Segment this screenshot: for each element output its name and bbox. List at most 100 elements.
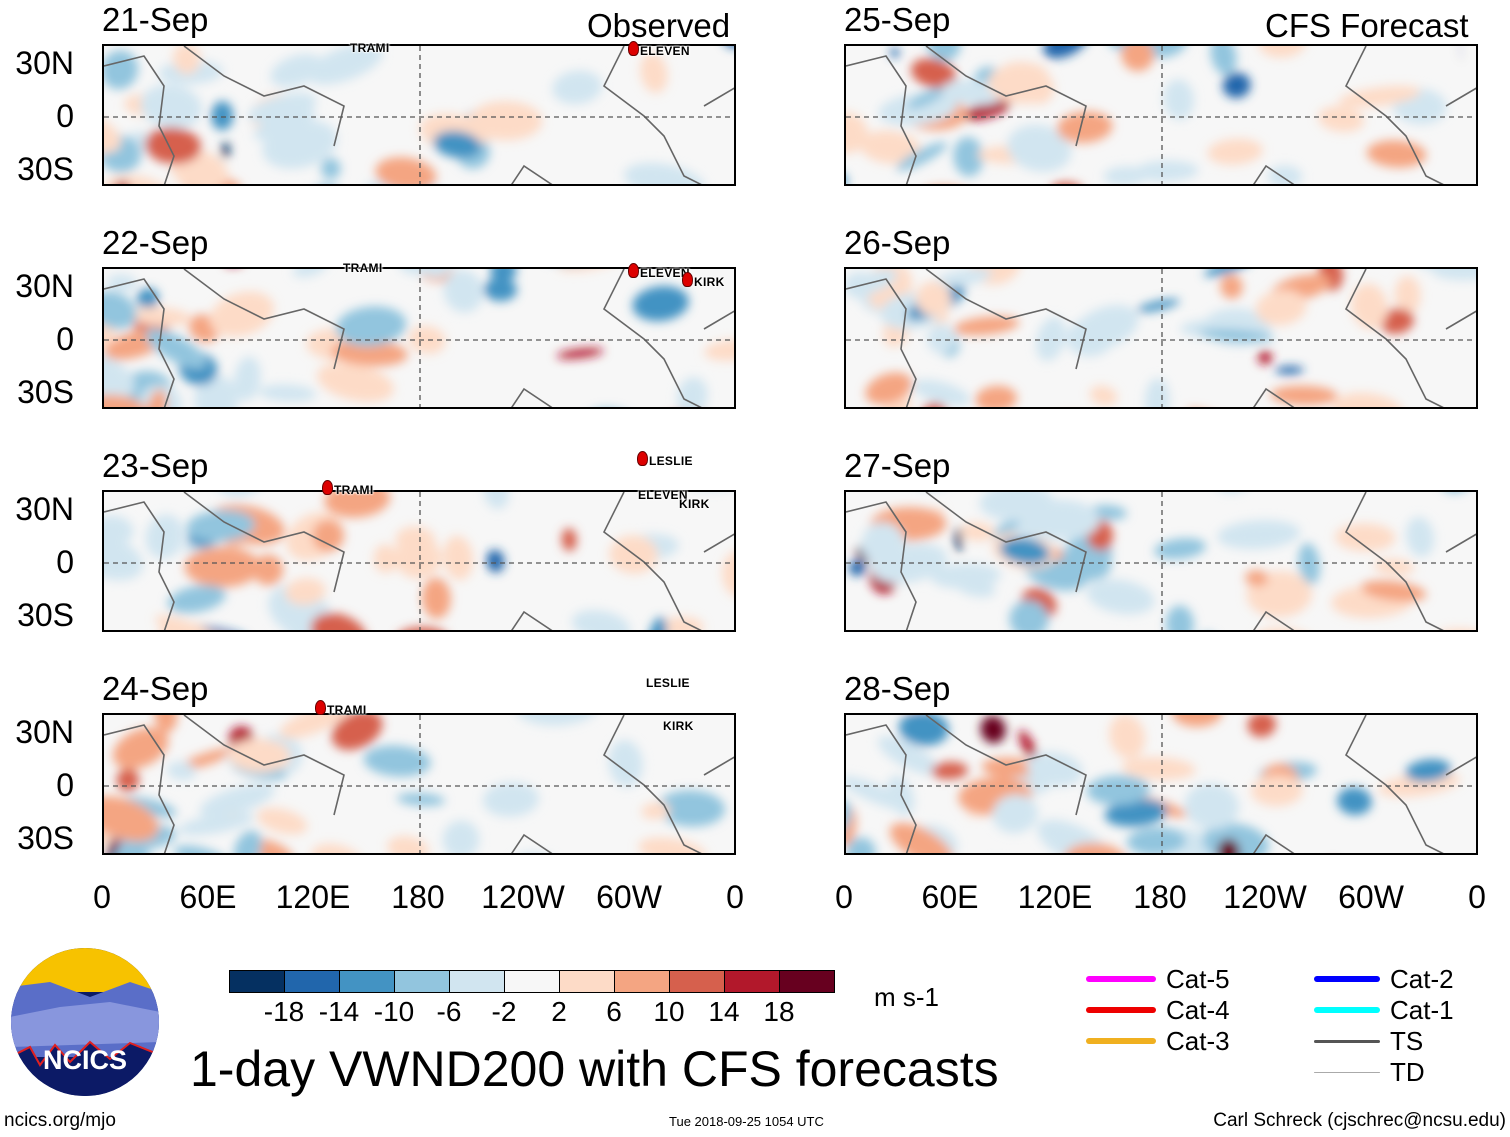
wind-anomaly-blob: [1165, 605, 1194, 630]
storm-label: TRAMI: [350, 41, 390, 55]
wind-anomaly-blob: [234, 356, 261, 401]
wind-anomaly-blob: [865, 372, 913, 405]
map-panel: [844, 267, 1478, 409]
storm-track-marker: [322, 480, 333, 495]
coastline: [846, 269, 1476, 407]
storm-label: LESLIE: [649, 454, 693, 468]
wind-anomaly-blob: [469, 101, 543, 141]
wind-anomaly-blob: [104, 394, 147, 407]
wind-anomaly-blob: [1379, 308, 1414, 334]
wind-anomaly-blob: [641, 802, 671, 820]
legend-label: Cat-2: [1390, 964, 1454, 994]
wind-anomaly-blob: [257, 807, 308, 835]
wind-anomaly-blob: [1007, 124, 1072, 172]
wind-anomaly-blob: [483, 278, 517, 302]
wind-anomaly-blob: [1121, 757, 1196, 781]
wind-anomaly-blob: [483, 492, 510, 509]
wind-anomaly-blob: [1207, 138, 1263, 165]
wind-anomaly-blob: [433, 131, 482, 159]
lon-label: 0: [1468, 879, 1486, 915]
wind-anomaly-blob: [954, 527, 962, 553]
legend-line: [1086, 1007, 1156, 1013]
storm-label: ELEVEN: [640, 266, 690, 280]
wind-anomaly-blob: [1026, 751, 1083, 787]
wind-anomaly-blob: [1361, 580, 1427, 602]
wind-anomaly-blob: [1063, 546, 1112, 581]
lon-label: 60W: [1338, 879, 1404, 915]
legend-line: [1314, 1039, 1380, 1043]
wind-anomaly-blob: [890, 47, 900, 58]
wind-anomaly-blob: [889, 822, 953, 853]
wind-anomaly-blob: [578, 403, 645, 409]
wind-anomaly-blob: [1217, 519, 1301, 550]
colorbar-label: -14: [318, 996, 360, 1027]
wind-anomaly-blob: [335, 306, 407, 347]
storm-label: LESLIE: [646, 676, 690, 690]
wind-anomaly-blob: [211, 101, 234, 131]
wind-anomaly-blob: [1043, 46, 1089, 59]
panel-date: 24-Sep: [102, 670, 209, 707]
wind-anomaly-blob: [931, 761, 969, 780]
wind-anomaly-blob: [262, 120, 338, 169]
wind-anomaly-blob: [657, 790, 725, 827]
forecast-label: CFS Forecast: [1265, 7, 1469, 44]
lat-label: 30S: [17, 820, 74, 856]
wind-anomaly-blob: [221, 142, 230, 159]
wind-anomaly-blob: [1275, 366, 1304, 375]
wind-anomaly-blob: [408, 325, 446, 354]
wind-anomaly-blob: [443, 535, 474, 581]
panel-date: 21-Sep: [102, 1, 209, 38]
wind-anomaly-blob: [953, 316, 1020, 336]
wind-anomaly-blob: [1086, 579, 1155, 615]
wind-anomaly-blob: [173, 46, 201, 75]
wind-anomaly-blob: [1103, 166, 1148, 184]
wind-anomaly-blob: [104, 291, 137, 330]
map-panel: [102, 44, 736, 186]
wind-anomaly-blob: [167, 761, 197, 781]
wind-anomaly-blob: [1184, 783, 1239, 830]
wind-anomaly-blob: [482, 782, 539, 817]
wind-anomaly-blob: [975, 385, 1018, 407]
wind-anomaly-blob: [1198, 328, 1274, 343]
colorbar-label: 2: [551, 996, 567, 1027]
storm-label: TRAMI: [334, 483, 374, 497]
lon-label: 180: [1133, 879, 1187, 915]
wind-anomaly-blob: [1203, 269, 1251, 277]
wind-anomaly-blob: [980, 852, 1066, 855]
wind-anomaly-blob: [1134, 160, 1199, 182]
ncics-logo: NCICS: [11, 948, 159, 1096]
legend-label: Cat-1: [1390, 995, 1454, 1025]
wind-anomaly-blob: [285, 577, 326, 606]
wind-anomaly-blob: [1185, 405, 1240, 409]
wind-anomaly-blob: [363, 745, 431, 777]
wind-anomaly-blob: [721, 46, 734, 48]
wind-anomaly-blob: [1154, 538, 1206, 560]
wind-anomaly-blob: [1172, 715, 1223, 727]
wind-anomaly-blob: [846, 160, 848, 184]
lon-label: 0: [93, 879, 111, 915]
wind-anomaly-blob: [659, 616, 704, 630]
footer-url[interactable]: ncics.org/mjo: [4, 1110, 116, 1131]
storm-label: KIRK: [694, 275, 725, 289]
legend-line: [1086, 976, 1156, 982]
wind-anomaly-blob: [1037, 819, 1112, 853]
wind-anomaly-blob: [292, 269, 328, 278]
wind-anomaly-blob: [588, 616, 629, 630]
lat-label: 30N: [15, 268, 74, 304]
wind-anomaly-blob: [233, 830, 262, 853]
wind-anomaly-blob: [248, 92, 317, 124]
lat-label: 30S: [17, 151, 74, 187]
wind-anomaly-blob: [657, 407, 724, 409]
lon-label: 60W: [596, 879, 662, 915]
wind-anomaly-blob: [114, 838, 150, 853]
colorbar-label: -18: [263, 996, 305, 1027]
panel-date: 25-Sep: [844, 1, 951, 38]
wind-anomaly-blob: [1437, 628, 1476, 630]
wind-anomaly-blob: [1000, 537, 1050, 565]
wind-anomaly-blob: [1126, 827, 1186, 853]
legend-label: TS: [1390, 1026, 1424, 1056]
panel-date: 22-Sep: [102, 224, 209, 261]
wind-anomaly-blob: [387, 835, 429, 853]
wind-anomaly-blob: [443, 269, 484, 313]
legend-line: [1314, 976, 1380, 982]
